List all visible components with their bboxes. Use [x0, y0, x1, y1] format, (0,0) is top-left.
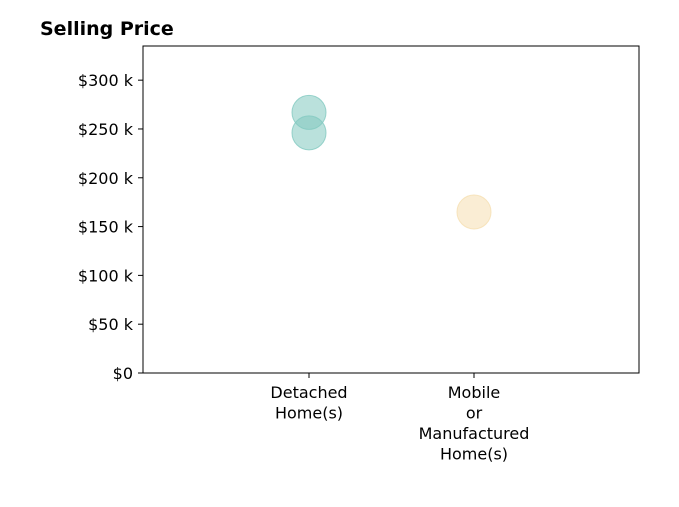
x-axis: Detached Home(s) Mobile or Manufactured Home(… [270, 373, 529, 464]
data-point [456, 194, 492, 230]
data-points [291, 94, 492, 230]
y-axis: $0 $50 k $100 k $150 k $200 k $250 k $300 k [78, 71, 143, 383]
y-tick-label: $150 k [78, 218, 134, 237]
data-point [291, 115, 327, 151]
y-tick-label: $300 k [78, 71, 134, 90]
y-tick-label: $250 k [78, 120, 134, 139]
y-tick-label: $50 k [88, 315, 134, 334]
y-tick-label: $200 k [78, 169, 134, 188]
x-tick-label: Mobile or Manufactured Home(s) [419, 383, 530, 464]
plot-area-frame [142, 45, 640, 374]
chart-title: Selling Price [40, 18, 174, 40]
x-tick-label: Detached Home(s) [270, 383, 347, 423]
y-tick-label: $0 [113, 364, 133, 383]
y-tick-label: $100 k [78, 266, 134, 285]
